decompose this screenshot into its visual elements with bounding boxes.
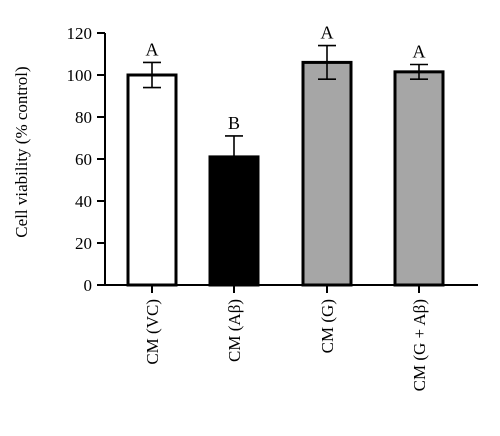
y-tick-label: 100	[67, 66, 93, 85]
bar	[208, 155, 260, 287]
y-tick-label: 0	[84, 276, 93, 295]
y-tick-label: 40	[75, 192, 92, 211]
x-category-label: CM (VC)	[143, 299, 162, 365]
significance-letter: A	[413, 42, 426, 62]
x-category-label: CM (G + Aβ)	[410, 299, 429, 391]
bar	[393, 70, 445, 287]
y-axis-label: Cell viability (% control)	[12, 66, 31, 237]
significance-letter: B	[228, 113, 240, 133]
bar	[126, 73, 178, 287]
plot-area: 0 20 40 60 80 100 120 A CM (VC) B CM (Aβ) A CM (G) A C…	[67, 23, 478, 391]
bar	[301, 60, 353, 287]
y-tick-label: 120	[67, 24, 93, 43]
significance-letter: A	[146, 39, 159, 59]
x-category-label: CM (G)	[318, 299, 337, 353]
y-tick-label: 80	[75, 108, 92, 127]
x-category-label: CM (Aβ)	[225, 299, 244, 362]
y-tick-label: 20	[75, 234, 92, 253]
y-tick-label: 60	[75, 150, 92, 169]
significance-letter: A	[321, 23, 334, 43]
